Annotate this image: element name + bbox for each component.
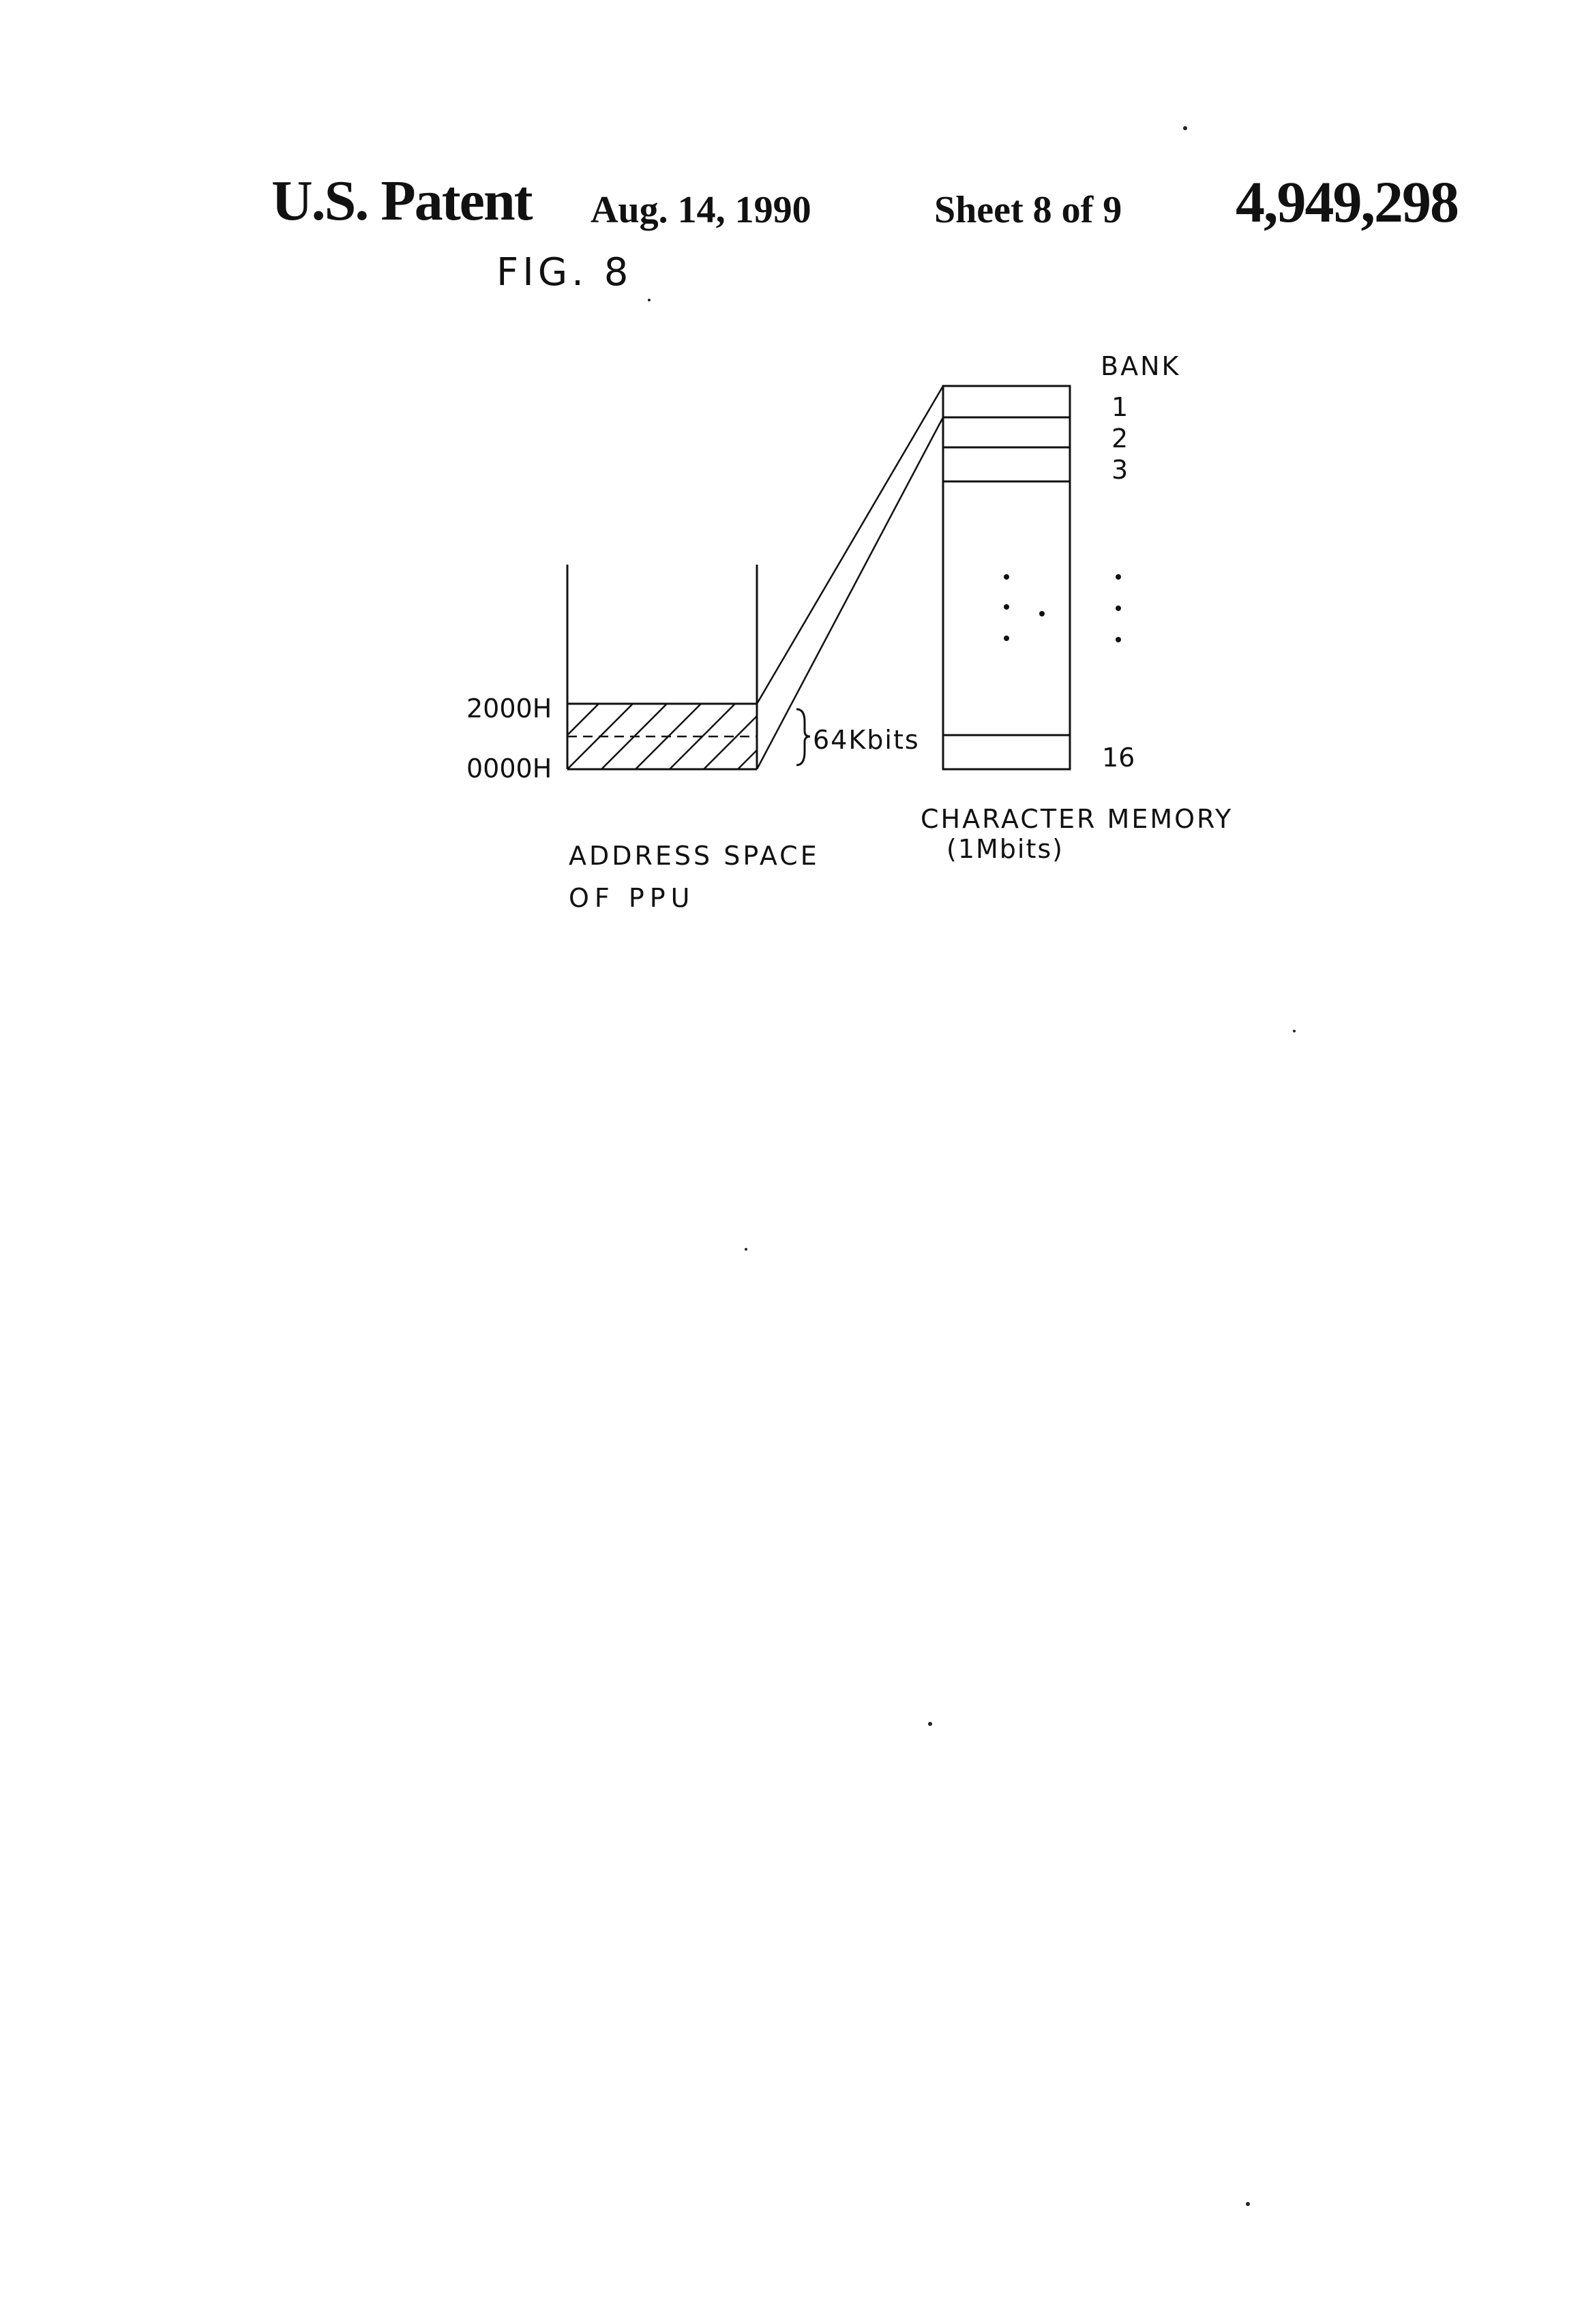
figure-title: FIG. 8 — [496, 250, 632, 295]
character-memory — [942, 385, 1071, 771]
ppu-caption: ADDRESS SPACE — [569, 841, 820, 871]
memory-caption: CHARACTER MEMORY — [921, 804, 1233, 834]
sheet-number: Sheet 8 of 9 — [934, 189, 1122, 231]
bank-label: 1 — [1111, 392, 1128, 422]
ppu-address-space — [566, 565, 758, 771]
patent-date: Aug. 14, 1990 — [591, 189, 811, 231]
bank-mapping-lines — [756, 385, 944, 770]
bank-label: 16 — [1102, 743, 1135, 773]
size-brace — [796, 708, 811, 766]
bank-label: 2 — [1111, 423, 1128, 453]
hatched-region — [567, 704, 757, 769]
bank-label: 3 — [1111, 455, 1128, 485]
memory-size-caption: (1Mbits) — [946, 834, 1064, 864]
patent-number: 4,949,298 — [1236, 169, 1459, 235]
bank-header: BANK — [1101, 351, 1180, 381]
address-2000h-label: 2000H — [466, 694, 552, 724]
size-label: 64Kbits — [813, 725, 920, 755]
scan-specks — [648, 126, 1296, 2206]
ppu-caption: OF PPU — [569, 883, 696, 913]
address-0000h-label: 0000H — [466, 754, 552, 784]
patent-label: U.S. Patent — [271, 169, 533, 233]
ellipsis-dots — [1004, 574, 1121, 642]
